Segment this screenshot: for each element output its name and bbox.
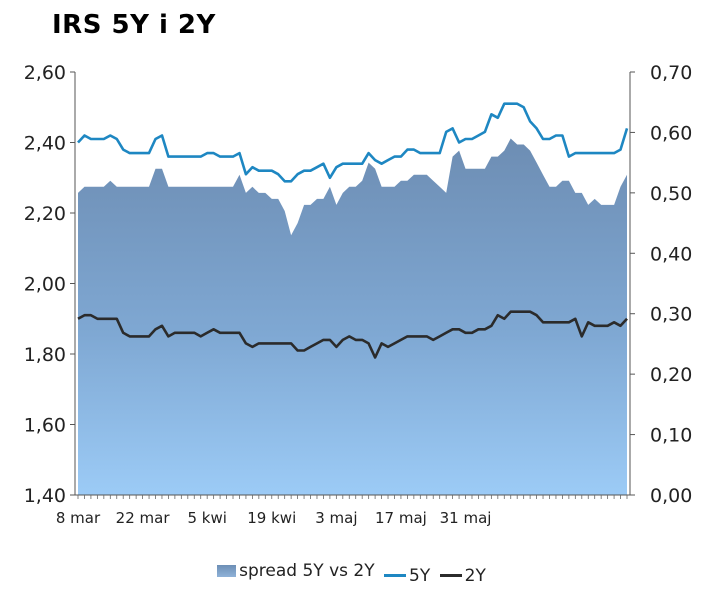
legend-swatch-spread xyxy=(217,565,237,577)
legend-swatch-2y xyxy=(439,574,462,577)
legend-swatch-5y xyxy=(384,574,407,577)
legend: spread 5Y vs 2Y 5Y 2Y xyxy=(0,561,703,586)
y-right-tick-label: 0,00 xyxy=(650,485,692,507)
x-tick-label: 8 mar xyxy=(56,509,101,527)
series-area-spread xyxy=(78,138,627,495)
legend-label-spread: spread 5Y vs 2Y xyxy=(239,561,375,581)
series-line-5y xyxy=(77,102,629,183)
y-left-tick-label: 2,60 xyxy=(24,62,66,84)
y-left-tick-label: 2,40 xyxy=(24,133,66,155)
y-left-tick-label: 1,80 xyxy=(24,344,66,366)
axes: 1,40 1,60 1,80 2,00 2,20 2,40 2,60 0,00 0,10 0,20… xyxy=(24,62,693,527)
legend-label-2y: 2Y xyxy=(464,565,486,586)
x-tick-label: 5 kwi xyxy=(187,509,226,527)
y-right-tick-label: 0,10 xyxy=(650,425,692,447)
x-tick-label: 17 maj xyxy=(375,509,427,527)
chart-title: IRS 5Y i 2Y xyxy=(52,10,216,40)
y-right-tick-label: 0,40 xyxy=(650,243,692,265)
y-left-tick-label: 1,60 xyxy=(24,415,66,437)
y-left-tick-label: 2,00 xyxy=(24,274,66,296)
x-tick-label: 22 mar xyxy=(116,509,171,527)
y-right-tick-label: 0,70 xyxy=(650,62,692,84)
legend-item-5y: 5Y xyxy=(384,566,430,586)
legend-item-spread: spread 5Y vs 2Y xyxy=(217,561,375,581)
series-line-2y xyxy=(77,310,628,359)
y-left-tick-label: 1,40 xyxy=(24,485,66,507)
plot-area xyxy=(77,102,629,495)
x-tick-label: 19 kwi xyxy=(247,509,296,527)
legend-item-2y: 2Y xyxy=(439,565,486,586)
x-tick-label: 3 maj xyxy=(315,509,357,527)
y-right-tick-label: 0,60 xyxy=(650,122,692,144)
legend-label-5y: 5Y xyxy=(409,565,431,586)
y-right-tick-label: 0,50 xyxy=(650,183,692,205)
y-right-tick-label: 0,30 xyxy=(650,304,692,326)
y-left-tick-label: 2,20 xyxy=(24,203,66,225)
x-tick-label: 31 maj xyxy=(440,509,492,527)
y-right-tick-label: 0,20 xyxy=(650,364,692,386)
